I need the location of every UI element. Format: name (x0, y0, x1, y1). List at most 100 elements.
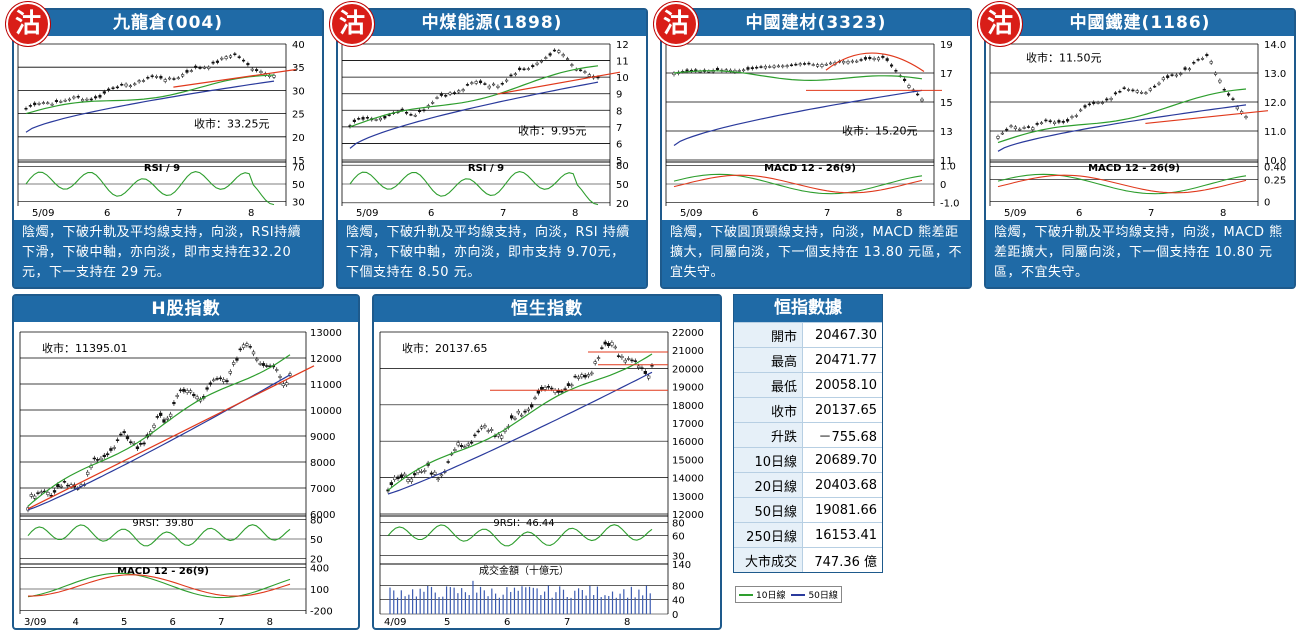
panel-title: 九龍倉(004) (14, 10, 322, 36)
candle-body (81, 99, 85, 102)
price-tick-label: 11 (940, 156, 953, 167)
candle-body (162, 419, 166, 423)
candle-body (603, 341, 607, 345)
candle-body (281, 383, 286, 387)
candle-body (1022, 127, 1026, 129)
price-tick-label: 20000 (672, 364, 704, 375)
panel-1: 九龍倉(004) 40 35 30 25 20 15 收市：33.25元 70 50 30 RSI … (12, 8, 324, 289)
candle-body (583, 374, 587, 378)
candle-body (241, 59, 246, 62)
candle-body (422, 109, 426, 112)
price-tick-label: 11000 (310, 380, 342, 391)
candle-body (129, 441, 133, 444)
candle-body (409, 114, 413, 116)
close-price-label: 收市：11.50元 (1026, 50, 1102, 64)
price-tick-label: 18000 (672, 401, 704, 412)
candle-body (546, 385, 551, 388)
candle-body (894, 70, 898, 72)
candle-body (1231, 98, 1235, 100)
candle-body (448, 92, 452, 95)
candle-body (579, 69, 583, 72)
indicator-title: RSI / 9 (468, 163, 504, 174)
candle-body (768, 66, 772, 68)
x-tick-label: 5 (444, 617, 450, 628)
candle-body (259, 71, 263, 74)
indicator-line (349, 171, 599, 206)
x-tick-label: 8 (1220, 208, 1226, 219)
candle-body (1035, 123, 1039, 125)
x-tick-label: 5/09 (680, 208, 702, 219)
candle-body (215, 378, 219, 380)
candle-body (1087, 103, 1091, 106)
candle-body (548, 53, 552, 56)
candle-body (633, 360, 637, 362)
indicator-line (673, 173, 923, 195)
panel-title: 中國建材(3323) (662, 10, 970, 36)
candle-body (1227, 93, 1231, 96)
candle-body (920, 98, 924, 102)
candle-body (446, 461, 450, 463)
candle-body (650, 364, 654, 367)
price-tick-label: 13 (940, 127, 953, 138)
candle-body (1083, 105, 1087, 108)
candle-body (1140, 92, 1144, 94)
candle-body (996, 136, 1000, 139)
indicator-title: MACD 12 - 26(9) (764, 163, 856, 174)
candle-body (596, 357, 601, 359)
candle-body (620, 356, 624, 358)
panel-title: 中國鐵建(1186) (986, 10, 1294, 36)
candle-body (1053, 121, 1057, 125)
candle-body (566, 383, 571, 387)
candle-body (616, 355, 621, 357)
indicator-line (25, 171, 275, 206)
x-tick-label: 6 (428, 208, 434, 219)
price-tick-label: 13000 (310, 328, 342, 339)
candle-body (92, 457, 96, 460)
candle-body (1200, 58, 1205, 60)
candle-body (220, 57, 224, 60)
price-tick-label: 30 (292, 86, 305, 97)
stats-row: 收市 20137.65 (734, 397, 882, 423)
x-tick-label: 6 (504, 617, 510, 628)
x-tick-label: 7 (500, 208, 506, 219)
candle-body (72, 96, 76, 99)
panel-title: 恒生指數 (374, 296, 720, 322)
candle-body (544, 57, 548, 59)
candle-body (59, 485, 63, 488)
candle-body (152, 424, 156, 428)
candle-body (241, 344, 246, 348)
candle-body (225, 380, 229, 383)
candle-body (146, 77, 150, 79)
candle-body (107, 88, 111, 91)
price-tick-label: 19000 (672, 383, 704, 394)
indicator-tick-label: 50 (616, 180, 629, 191)
candle-body (36, 492, 40, 494)
stats-value: 20471.77 (802, 347, 882, 373)
candle-body (208, 382, 213, 385)
price-tick-label: 5 (616, 156, 622, 167)
candle-body (715, 67, 720, 71)
stats-value: 747.36 億 (802, 547, 882, 572)
price-tick-label: 8 (616, 106, 622, 117)
candle-body (903, 78, 907, 82)
stats-key: 50日線 (734, 497, 803, 523)
candle-body (755, 66, 759, 69)
candle-body (1144, 92, 1148, 94)
candle-body (523, 410, 527, 413)
close-price-label: 收市：33.25元 (194, 117, 270, 131)
candle-body (596, 76, 600, 79)
hsi-panel: 恒生指數 22000 21000 20000 19000 18000 17000 16000… (372, 294, 722, 630)
candle-body (405, 111, 409, 114)
candle-body (469, 442, 474, 444)
candle-body (474, 81, 478, 84)
candle-body (1009, 125, 1013, 128)
candle-body (119, 433, 123, 436)
price-tick-label: 10000 (310, 406, 342, 417)
candle-body (46, 492, 50, 495)
stats-key: 最低 (734, 372, 803, 398)
candle-body (636, 365, 641, 368)
candle-body (781, 65, 785, 68)
panel-3: 中國建材(3323) 19 17 15 13 11 收市：15.20元 1.0 0 -1.0 MA… (660, 8, 972, 289)
stats-grid: 開市 20467.30 最高 20471.77 最低 20058.10 收市 20137.65… (734, 322, 882, 572)
indicator-tick-label: 30 (672, 551, 685, 562)
